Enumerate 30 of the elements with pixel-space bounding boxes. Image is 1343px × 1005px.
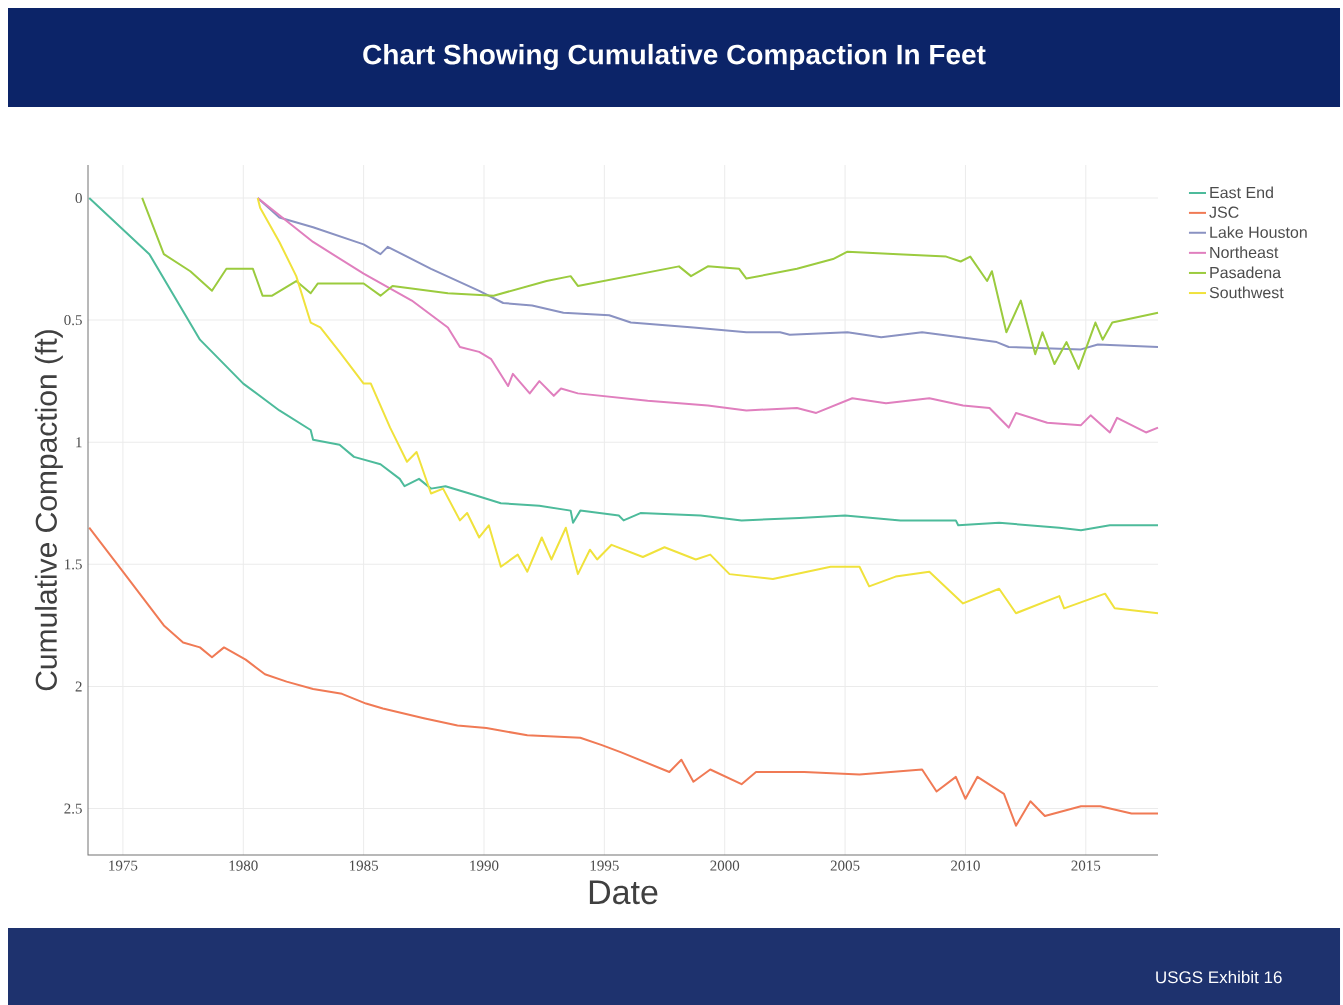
x-tick-label: 2010 bbox=[951, 860, 980, 871]
x-tick-label: 1990 bbox=[470, 860, 499, 871]
chart-title: Chart Showing Cumulative Compaction In Feet bbox=[363, 43, 986, 71]
x-tick-label: 2005 bbox=[830, 860, 860, 871]
line-series bbox=[256, 196, 1160, 434]
text: USGS Exhibit 16 bbox=[1156, 970, 1282, 984]
line-series bbox=[256, 196, 1160, 615]
legend-label: Lake Houston bbox=[1210, 226, 1307, 238]
line-series bbox=[88, 526, 1160, 827]
y-tick-label: 2 bbox=[75, 681, 82, 692]
legend-label: East End bbox=[1210, 186, 1273, 199]
x-tick-label: 2000 bbox=[710, 860, 740, 871]
x-axis-title: Date bbox=[589, 880, 658, 905]
x-tick-label: 1975 bbox=[109, 860, 138, 871]
x-tick-label: 1985 bbox=[349, 860, 379, 871]
legend-label: Northeast bbox=[1210, 246, 1279, 259]
line-series bbox=[88, 196, 1160, 532]
y-tick-label: 0.5 bbox=[64, 315, 82, 326]
y-tick-label: 1 bbox=[76, 437, 82, 448]
y-tick-label: 0 bbox=[75, 192, 82, 204]
y-axis-title: Cumulative Compaction (ft) bbox=[34, 330, 63, 691]
legend-label: Southwest bbox=[1209, 286, 1284, 299]
legend-label: Pasadena bbox=[1210, 266, 1282, 279]
y-tick-label: 2.5 bbox=[64, 803, 82, 814]
line-series bbox=[141, 196, 1160, 370]
x-tick-label: 1980 bbox=[229, 860, 258, 871]
x-tick-label: 1995 bbox=[590, 860, 619, 871]
y-tick-label: 1.5 bbox=[65, 559, 82, 570]
legend-label: JSC bbox=[1209, 206, 1239, 218]
x-tick-label: 2015 bbox=[1071, 860, 1101, 871]
